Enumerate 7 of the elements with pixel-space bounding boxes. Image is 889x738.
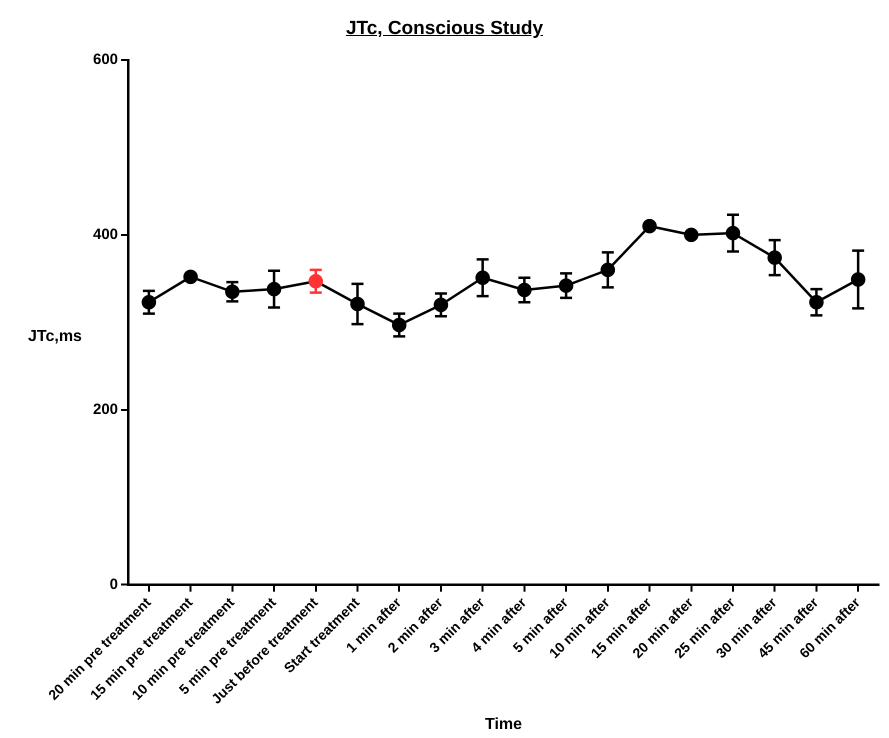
y-tick-label: 600: [92, 51, 118, 68]
chart-title: JTc, Conscious Study: [344, 18, 544, 40]
y-tick-label: 400: [92, 226, 118, 244]
y-axis-title: JTc,ms: [28, 328, 82, 346]
y-tick-label: 200: [92, 400, 118, 418]
x-axis-title: Time: [484, 716, 522, 733]
y-tick-label: 0: [110, 576, 118, 593]
